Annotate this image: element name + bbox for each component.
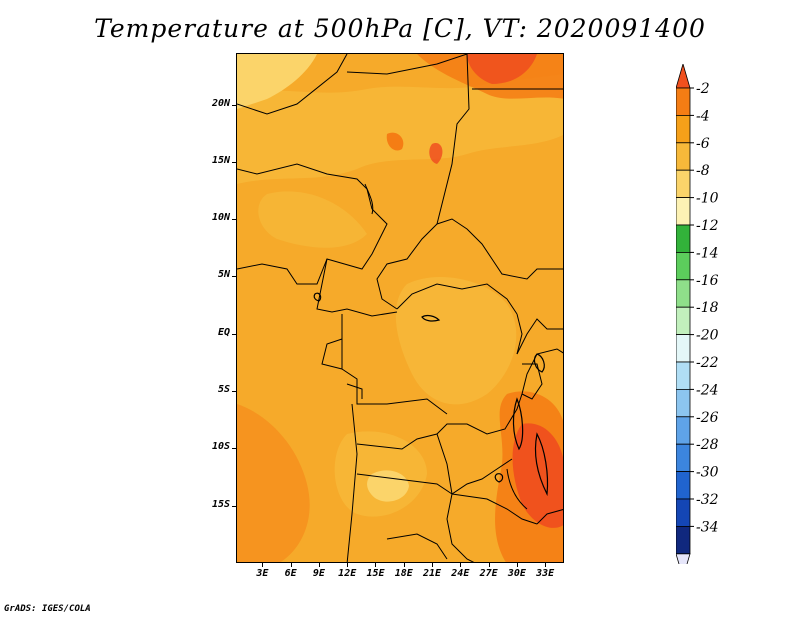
colorbar-label: -18 bbox=[696, 300, 719, 316]
colorbar-label: -24 bbox=[696, 382, 719, 398]
colorbar-segment bbox=[675, 334, 691, 363]
colorbar-segment bbox=[675, 115, 691, 144]
latitude-label: 20N bbox=[211, 97, 230, 109]
longitude-tick bbox=[290, 563, 292, 567]
colorbar-segment bbox=[675, 224, 691, 253]
temperature-band-cooler-north bbox=[237, 74, 563, 184]
longitude-tick bbox=[488, 563, 490, 567]
longitude-tick bbox=[318, 563, 320, 567]
colorbar-segment bbox=[675, 306, 691, 335]
latitude-label: 10N bbox=[211, 212, 230, 224]
latitude-tick bbox=[232, 276, 236, 278]
colorbar-segment bbox=[675, 416, 691, 445]
colorbar-segment bbox=[675, 197, 691, 226]
colorbar-segment bbox=[675, 169, 691, 198]
longitude-label: 33E bbox=[536, 568, 555, 579]
temperature-band-coolest-northwest bbox=[237, 54, 317, 109]
latitude-label: 5S bbox=[217, 384, 230, 396]
temperature-spot-warm bbox=[386, 132, 404, 151]
longitude-label: 24E bbox=[451, 568, 470, 579]
latitude-label: 10S bbox=[211, 441, 230, 453]
latitude-tick bbox=[232, 505, 236, 507]
temperature-spot-warmest bbox=[429, 143, 443, 164]
longitude-tick bbox=[432, 563, 434, 567]
latitude-label: 15S bbox=[211, 498, 230, 510]
colorbar-label: -34 bbox=[696, 519, 719, 535]
colorbar-bottom-arrow bbox=[675, 553, 691, 580]
latitude-label: EQ bbox=[217, 326, 230, 338]
longitude-label: 21E bbox=[423, 568, 442, 579]
temperature-map bbox=[236, 53, 564, 563]
colorbar-label: -28 bbox=[696, 437, 719, 453]
colorbar-segment bbox=[675, 361, 691, 390]
longitude-label: 15E bbox=[366, 568, 385, 579]
colorbar-segment bbox=[675, 388, 691, 418]
country-borders bbox=[237, 54, 563, 562]
latitude-tick bbox=[232, 104, 236, 106]
colorbar-label: -30 bbox=[696, 465, 719, 481]
longitude-tick bbox=[460, 563, 462, 567]
colorbar-label: -2 bbox=[696, 81, 710, 97]
longitude-tick bbox=[403, 563, 405, 567]
longitude-label: 6E bbox=[284, 568, 297, 579]
temperature-band-warm-southwest bbox=[237, 404, 310, 562]
colorbar-label: -20 bbox=[696, 328, 719, 344]
latitude-tick bbox=[232, 391, 236, 393]
latitude-tick bbox=[232, 448, 236, 450]
colorbar-label: -22 bbox=[696, 355, 719, 371]
longitude-label: 18E bbox=[394, 568, 413, 579]
colorbar-segment bbox=[675, 142, 691, 171]
colorbar-label: -32 bbox=[696, 492, 719, 508]
map-canvas bbox=[237, 54, 563, 562]
temperature-band-cooler-central bbox=[395, 276, 517, 405]
longitude-label: 9E bbox=[312, 568, 325, 579]
colorbar: -2 -4 -6 -8 -10 -12 -14 -16 -18 -20 -22 -24 -26 -28 -3… bbox=[675, 62, 719, 580]
colorbar-segment bbox=[675, 251, 691, 281]
latitude-label: 5N bbox=[217, 269, 230, 281]
temperature-band-cooler-west bbox=[258, 191, 367, 248]
longitude-tick bbox=[375, 563, 377, 567]
colorbar-label: -26 bbox=[696, 410, 719, 426]
latitude-label: 15N bbox=[211, 154, 230, 166]
latitude-tick bbox=[232, 333, 236, 335]
longitude-tick bbox=[347, 563, 349, 567]
longitude-tick bbox=[545, 563, 547, 567]
latitude-tick bbox=[232, 219, 236, 221]
colorbar-segment bbox=[675, 498, 691, 527]
colorbar-label: -4 bbox=[696, 108, 710, 124]
colorbar-label: -10 bbox=[696, 191, 719, 207]
latitude-tick bbox=[232, 161, 236, 163]
longitude-label: 27E bbox=[479, 568, 498, 579]
colorbar-label: -8 bbox=[696, 163, 710, 179]
longitude-tick bbox=[516, 563, 518, 567]
colorbar-segment bbox=[675, 87, 691, 116]
colorbar-label: -14 bbox=[696, 245, 719, 261]
longitude-label: 12E bbox=[338, 568, 357, 579]
longitude-label: 3E bbox=[256, 568, 269, 579]
colorbar-label: -12 bbox=[696, 218, 719, 234]
colorbar-segment bbox=[675, 279, 691, 308]
colorbar-label: -6 bbox=[696, 136, 710, 152]
temperature-band-warmest-southeast bbox=[512, 423, 563, 528]
colorbar-top-arrow bbox=[675, 62, 691, 89]
lakes bbox=[313, 292, 549, 497]
colorbar-label: -16 bbox=[696, 273, 719, 289]
map-title: Temperature at 500hPa [C], VT: 202009140… bbox=[94, 14, 706, 43]
temperature-band-warmest-north bbox=[467, 54, 537, 84]
credit-label: GrADS: IGES/COLA bbox=[4, 604, 91, 614]
longitude-label: 30E bbox=[507, 568, 526, 579]
colorbar-segment bbox=[675, 525, 691, 555]
longitude-tick bbox=[262, 563, 264, 567]
colorbar-segment bbox=[675, 471, 691, 500]
temperature-band-coolest-south bbox=[367, 470, 409, 502]
colorbar-segment bbox=[675, 443, 691, 473]
colorbar-legend: -2 -4 -6 -8 -10 -12 -14 -16 -18 -20 -22 -24 -26 -28 -3… bbox=[675, 62, 796, 580]
